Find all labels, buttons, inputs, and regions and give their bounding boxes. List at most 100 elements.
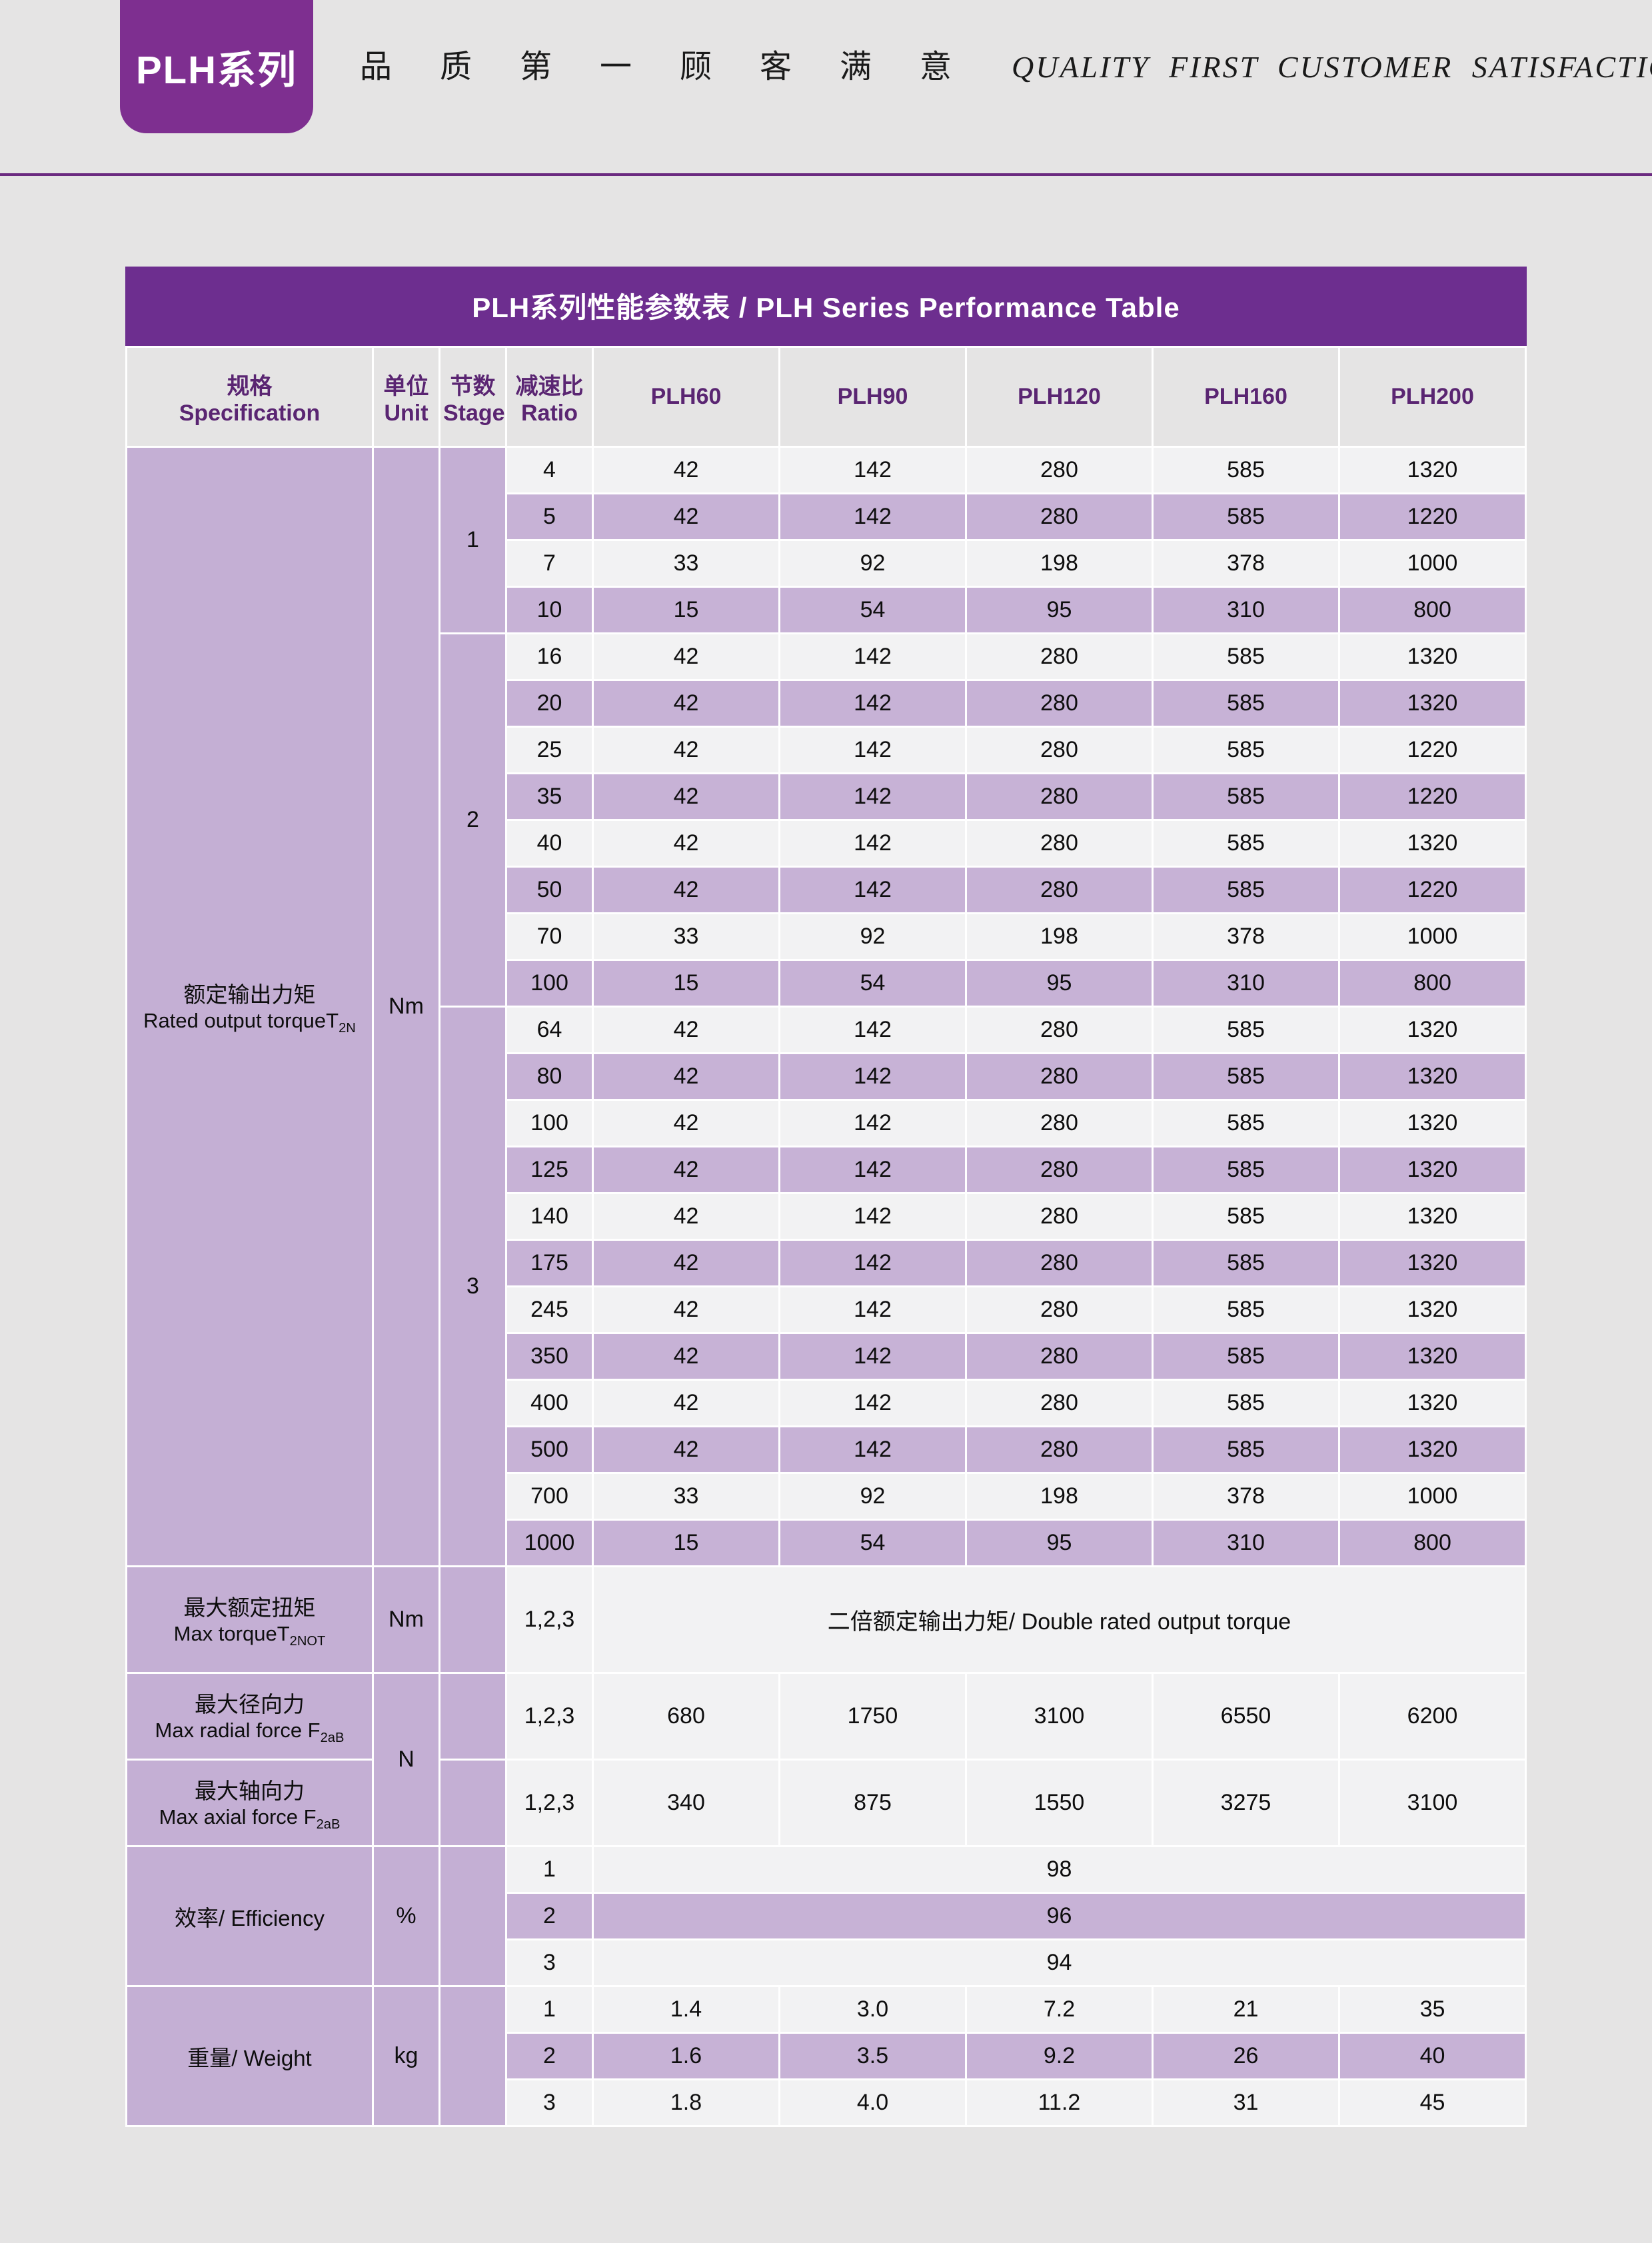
table-title: PLH系列性能参数表 / PLH Series Performance Tabl… — [125, 267, 1527, 346]
ratio-cell: 2 — [506, 1893, 593, 1940]
data-cell: 54 — [780, 587, 966, 634]
data-cell: 142 — [780, 494, 966, 540]
data-cell: 1.8 — [593, 2080, 780, 2126]
data-cell: 198 — [966, 914, 1153, 960]
data-cell: 1320 — [1339, 1054, 1526, 1100]
ratio-cell: 1000 — [506, 1520, 593, 1567]
data-cell: 875 — [780, 1760, 966, 1847]
data-cell: 142 — [780, 1287, 966, 1333]
data-cell: 585 — [1153, 1380, 1339, 1427]
ratio-cell: 80 — [506, 1054, 593, 1100]
ratio-cell: 1,2,3 — [506, 1760, 593, 1847]
table-row: 最大径向力Max radial force F2aBN1,2,368017503… — [127, 1673, 1526, 1760]
note-cell: 二倍额定输出力矩/ Double rated output torque — [593, 1567, 1526, 1673]
data-cell: 94 — [593, 1940, 1526, 1986]
data-cell: 98 — [593, 1847, 1526, 1893]
data-cell: 142 — [780, 447, 966, 494]
ratio-cell: 175 — [506, 1240, 593, 1287]
data-cell: 6550 — [1153, 1673, 1339, 1760]
data-cell: 42 — [593, 727, 780, 774]
ratio-cell: 25 — [506, 727, 593, 774]
data-cell: 92 — [780, 1473, 966, 1520]
data-cell: 142 — [780, 680, 966, 727]
data-cell: 585 — [1153, 1240, 1339, 1287]
data-cell: 1220 — [1339, 494, 1526, 540]
ratio-cell: 4 — [506, 447, 593, 494]
ratio-cell: 1,2,3 — [506, 1673, 593, 1760]
data-cell: 7.2 — [966, 1986, 1153, 2033]
table-row: 额定输出力矩Rated output torqueT2NNm1442142280… — [127, 447, 1526, 494]
data-cell: 42 — [593, 634, 780, 680]
data-cell: 1.4 — [593, 1986, 780, 2033]
ratio-cell: 40 — [506, 820, 593, 867]
data-cell: 378 — [1153, 914, 1339, 960]
data-cell: 280 — [966, 1193, 1153, 1240]
col-model-1: PLH60 — [593, 347, 780, 447]
data-cell: 42 — [593, 1240, 780, 1287]
data-cell: 142 — [780, 1007, 966, 1054]
data-cell: 280 — [966, 867, 1153, 914]
col-unit: 单位Unit — [373, 347, 440, 447]
data-cell: 1320 — [1339, 1007, 1526, 1054]
data-cell: 1000 — [1339, 914, 1526, 960]
stage-cell: 2 — [440, 634, 506, 1007]
spec-cell: 重量/ Weight — [127, 1986, 373, 2126]
spec-cell: 最大径向力Max radial force F2aB — [127, 1673, 373, 1760]
col-model-5: PLH200 — [1339, 347, 1526, 447]
data-cell: 142 — [780, 1333, 966, 1380]
data-cell: 585 — [1153, 634, 1339, 680]
data-cell: 1320 — [1339, 1147, 1526, 1193]
data-cell: 3100 — [1339, 1760, 1526, 1847]
data-cell: 42 — [593, 774, 780, 820]
ratio-cell: 35 — [506, 774, 593, 820]
data-cell: 280 — [966, 680, 1153, 727]
table-row: 效率/ Efficiency%198 — [127, 1847, 1526, 1893]
table-container: PLH系列性能参数表 / PLH Series Performance Tabl… — [125, 267, 1527, 2127]
data-cell: 15 — [593, 1520, 780, 1567]
data-cell: 1000 — [1339, 1473, 1526, 1520]
data-cell: 280 — [966, 1287, 1153, 1333]
data-cell: 92 — [780, 914, 966, 960]
data-cell: 280 — [966, 494, 1153, 540]
data-cell: 142 — [780, 774, 966, 820]
stage-cell — [440, 1673, 506, 1760]
col-spec: 规格Specification — [127, 347, 373, 447]
data-cell: 142 — [780, 1147, 966, 1193]
ratio-cell: 125 — [506, 1147, 593, 1193]
data-cell: 1550 — [966, 1760, 1153, 1847]
data-cell: 585 — [1153, 494, 1339, 540]
stage-cell — [440, 1986, 506, 2126]
data-cell: 42 — [593, 1007, 780, 1054]
data-cell: 42 — [593, 1100, 780, 1147]
data-cell: 42 — [593, 1193, 780, 1240]
ratio-cell: 20 — [506, 680, 593, 727]
data-cell: 42 — [593, 1147, 780, 1193]
ratio-cell: 350 — [506, 1333, 593, 1380]
data-cell: 31 — [1153, 2080, 1339, 2126]
data-cell: 280 — [966, 774, 1153, 820]
unit-cell: % — [373, 1847, 440, 1986]
ratio-cell: 700 — [506, 1473, 593, 1520]
data-cell: 15 — [593, 587, 780, 634]
data-cell: 3.0 — [780, 1986, 966, 2033]
data-cell: 198 — [966, 1473, 1153, 1520]
data-cell: 280 — [966, 820, 1153, 867]
data-cell: 585 — [1153, 774, 1339, 820]
data-cell: 42 — [593, 1054, 780, 1100]
ratio-cell: 10 — [506, 587, 593, 634]
unit-cell: Nm — [373, 447, 440, 1567]
data-cell: 585 — [1153, 1193, 1339, 1240]
slogan-en: QUALITY FIRST CUSTOMER SATISFACTION — [1012, 49, 1652, 85]
performance-table: 规格Specification 单位Unit 节数Stage 减速比Ratio … — [125, 346, 1527, 2127]
data-cell: 800 — [1339, 960, 1526, 1007]
data-cell: 1320 — [1339, 1333, 1526, 1380]
header-row: 规格Specification 单位Unit 节数Stage 减速比Ratio … — [127, 347, 1526, 447]
ratio-cell: 100 — [506, 1100, 593, 1147]
data-cell: 9.2 — [966, 2033, 1153, 2080]
data-cell: 142 — [780, 1380, 966, 1427]
data-cell: 198 — [966, 540, 1153, 587]
data-cell: 142 — [780, 820, 966, 867]
data-cell: 142 — [780, 1240, 966, 1287]
ratio-cell: 1,2,3 — [506, 1567, 593, 1673]
ratio-cell: 50 — [506, 867, 593, 914]
